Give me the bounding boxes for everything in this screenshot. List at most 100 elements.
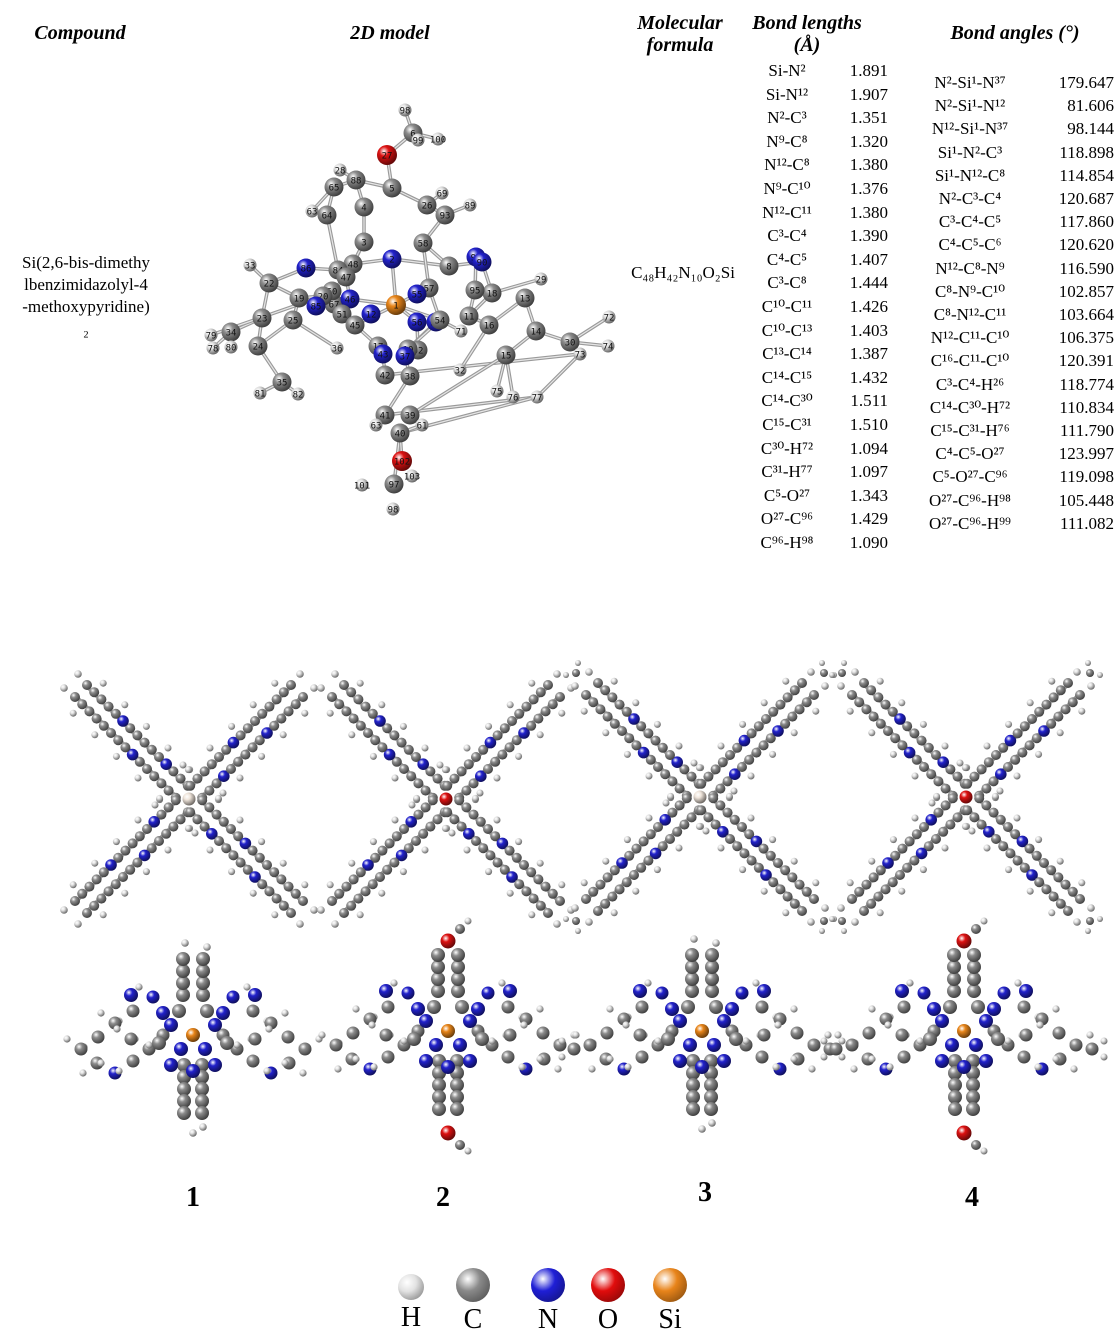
- atom-c: [132, 858, 142, 868]
- atom-c: [548, 889, 558, 899]
- atom-c: [433, 814, 443, 824]
- atom-c: [1068, 887, 1078, 897]
- atom-h: [703, 828, 710, 835]
- atom-si: [441, 1024, 455, 1038]
- atom-h: [774, 1021, 781, 1028]
- atom-h: [60, 906, 68, 914]
- atom-c: [1034, 707, 1044, 717]
- atom-c: [92, 714, 102, 724]
- atom-h: [992, 793, 999, 800]
- legend-label: C: [443, 1304, 503, 1336]
- atom-c: [176, 964, 190, 978]
- atom-c: [687, 772, 697, 782]
- legend-item-h: H: [381, 1268, 441, 1334]
- atom-c: [947, 948, 961, 962]
- atom-h: [1073, 668, 1081, 676]
- atom-c: [431, 960, 445, 974]
- atom-h: [868, 1005, 875, 1012]
- atom-c: [1025, 844, 1035, 854]
- atom-c: [780, 719, 790, 729]
- atom-c: [631, 740, 641, 750]
- atom-h: [718, 743, 725, 750]
- atom-h: [611, 909, 618, 916]
- atom-h: [263, 1067, 270, 1074]
- atom-c: [161, 829, 171, 839]
- atom-h: [121, 890, 128, 897]
- atom-h: [632, 699, 639, 706]
- atom-h: [317, 684, 325, 692]
- atom-c: [450, 1090, 464, 1104]
- atom-h: [571, 904, 579, 912]
- atom-c: [948, 1090, 962, 1104]
- atom-o: [957, 1126, 972, 1141]
- atom-n: [717, 1054, 731, 1068]
- atom-c: [675, 800, 685, 810]
- atom-c: [595, 880, 605, 890]
- atom-h: [769, 751, 776, 758]
- atom-c: [601, 1027, 614, 1040]
- atom-h: [318, 1031, 325, 1038]
- atom-h: [488, 1037, 495, 1044]
- atom-h: [819, 660, 825, 666]
- atom-h: [507, 890, 514, 897]
- atom-n: [979, 1014, 993, 1028]
- atom-c: [127, 1055, 140, 1068]
- atom-c: [284, 882, 294, 892]
- atom-h: [135, 817, 142, 824]
- atom-h: [984, 845, 991, 852]
- atom-h: [100, 680, 107, 687]
- atom-h: [271, 680, 278, 687]
- atom-c: [1063, 906, 1073, 916]
- atom-c: [291, 699, 301, 709]
- atom-c: [490, 757, 500, 767]
- atom-h: [622, 1021, 629, 1028]
- atom-c: [820, 917, 828, 925]
- atom-c: [790, 899, 800, 909]
- atom-c: [1041, 884, 1051, 894]
- atom-h: [821, 1054, 828, 1061]
- atom-h: [1014, 979, 1021, 986]
- atom-h: [498, 979, 505, 986]
- atom-c: [476, 817, 486, 827]
- atom-h: [442, 825, 449, 832]
- atom-c: [991, 750, 1001, 760]
- atom-c: [154, 836, 164, 846]
- atom-c: [330, 1039, 343, 1052]
- atom-h: [281, 1059, 288, 1066]
- atom-h: [748, 773, 755, 780]
- atom-c: [705, 948, 719, 962]
- atom-c: [176, 976, 190, 990]
- atom-c: [96, 894, 106, 904]
- atom-h: [331, 920, 339, 928]
- atom-c: [455, 1140, 465, 1150]
- atom-c: [471, 836, 481, 846]
- atom-c: [797, 906, 807, 916]
- atom-c: [969, 772, 979, 782]
- atom-h: [296, 920, 304, 928]
- atom-n: [208, 1018, 222, 1032]
- atom-c: [485, 850, 495, 860]
- atom-h: [752, 979, 759, 986]
- atom-c: [861, 880, 871, 890]
- atom-c: [919, 762, 929, 772]
- atom-h: [494, 817, 501, 824]
- atom-c: [917, 736, 927, 746]
- atom-c: [196, 988, 210, 1002]
- atom-c: [672, 827, 682, 837]
- atom-c: [686, 1078, 700, 1092]
- atom-h: [207, 847, 214, 854]
- atom-c: [349, 714, 359, 724]
- atom-c: [455, 924, 465, 934]
- atom-h: [606, 1055, 613, 1062]
- atom-c: [177, 1082, 191, 1096]
- atom-h: [74, 920, 82, 928]
- atom-h: [185, 825, 192, 832]
- atom-c: [947, 984, 961, 998]
- atom-h: [585, 668, 593, 676]
- atom-h: [726, 793, 733, 800]
- atom-c: [715, 800, 725, 810]
- atom-c: [377, 742, 387, 752]
- legend-ball-icon: [591, 1268, 625, 1302]
- atom-h: [942, 743, 949, 750]
- atom-h: [352, 1055, 359, 1062]
